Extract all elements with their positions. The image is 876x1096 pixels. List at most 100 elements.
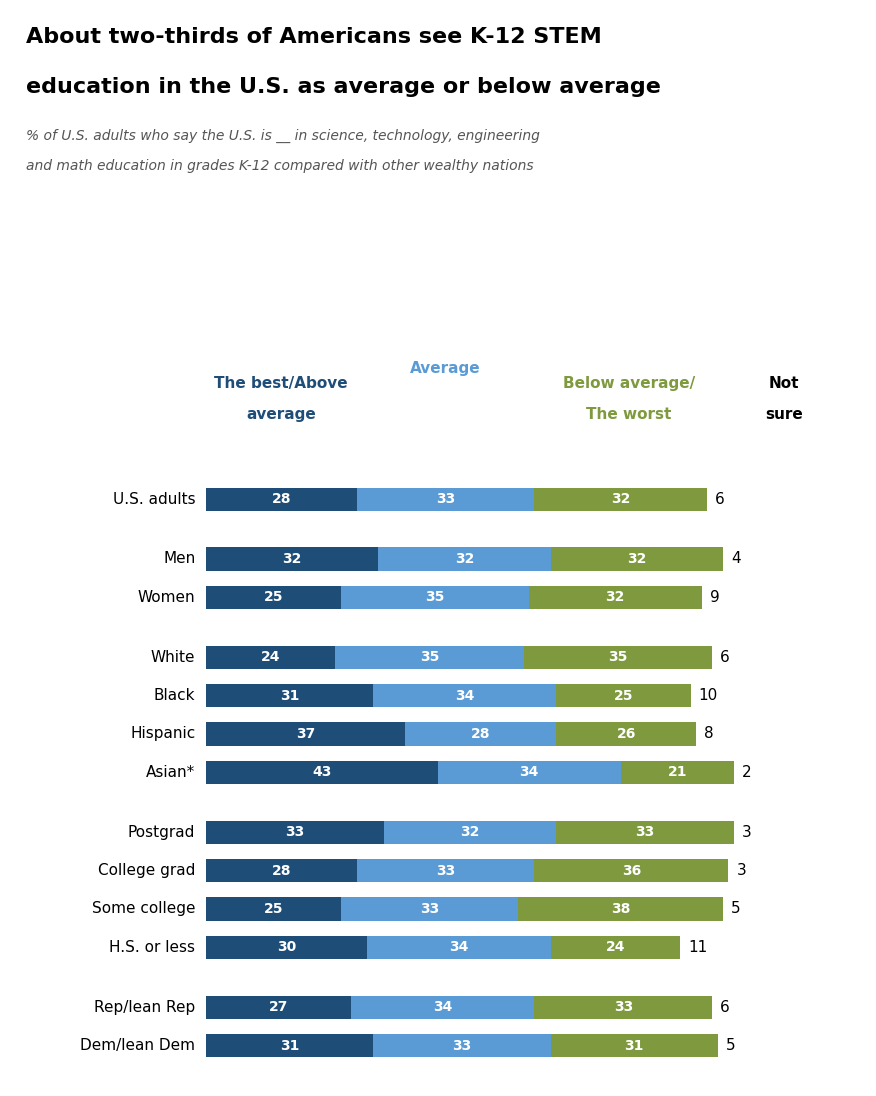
Text: Average: Average bbox=[410, 361, 481, 376]
Text: 32: 32 bbox=[611, 492, 631, 506]
Text: % of U.S. adults who say the U.S. is __ in science, technology, engineering: % of U.S. adults who say the U.S. is __ … bbox=[26, 129, 540, 144]
Bar bbox=[206, 586, 341, 609]
Bar bbox=[357, 859, 534, 882]
Text: 33: 33 bbox=[285, 825, 304, 840]
Text: 21: 21 bbox=[668, 765, 687, 779]
Text: 33: 33 bbox=[436, 864, 456, 878]
Text: 33: 33 bbox=[614, 1000, 633, 1014]
Text: 24: 24 bbox=[261, 650, 280, 664]
Text: 8: 8 bbox=[704, 727, 714, 742]
Bar bbox=[206, 995, 351, 1018]
Text: 6: 6 bbox=[715, 492, 724, 506]
Text: 6: 6 bbox=[720, 650, 730, 664]
Bar bbox=[378, 547, 551, 571]
Bar bbox=[206, 821, 384, 844]
Bar bbox=[551, 1034, 717, 1057]
Text: 32: 32 bbox=[605, 591, 625, 604]
Bar bbox=[373, 684, 556, 707]
Bar bbox=[206, 761, 437, 784]
Text: 34: 34 bbox=[449, 940, 469, 955]
Text: 35: 35 bbox=[420, 650, 439, 664]
Bar bbox=[206, 722, 406, 745]
Text: 4: 4 bbox=[731, 551, 741, 567]
Text: The best/Above: The best/Above bbox=[215, 376, 348, 391]
Text: 25: 25 bbox=[264, 591, 283, 604]
Bar bbox=[556, 684, 691, 707]
Text: 32: 32 bbox=[282, 552, 301, 566]
Text: 34: 34 bbox=[434, 1000, 453, 1014]
Text: U.S. adults: U.S. adults bbox=[113, 492, 195, 506]
Bar bbox=[556, 821, 734, 844]
Text: sure: sure bbox=[765, 407, 803, 422]
Text: 5: 5 bbox=[725, 1038, 735, 1053]
Text: 33: 33 bbox=[420, 902, 439, 916]
Bar bbox=[406, 722, 556, 745]
Text: 28: 28 bbox=[272, 864, 291, 878]
Text: Not: Not bbox=[769, 376, 799, 391]
Text: 34: 34 bbox=[455, 688, 474, 703]
Text: and math education in grades K-12 compared with other wealthy nations: and math education in grades K-12 compar… bbox=[26, 159, 533, 173]
Bar bbox=[206, 547, 378, 571]
Text: 3: 3 bbox=[742, 824, 752, 840]
Text: Asian*: Asian* bbox=[146, 765, 195, 780]
Text: 43: 43 bbox=[312, 765, 331, 779]
Bar bbox=[351, 995, 534, 1018]
Text: education in the U.S. as average or below average: education in the U.S. as average or belo… bbox=[26, 77, 661, 96]
Text: Postgrad: Postgrad bbox=[128, 824, 195, 840]
Bar bbox=[529, 586, 702, 609]
Bar bbox=[621, 761, 734, 784]
Text: 25: 25 bbox=[613, 688, 633, 703]
Bar bbox=[519, 898, 723, 921]
Bar bbox=[556, 722, 696, 745]
Text: 32: 32 bbox=[455, 552, 474, 566]
Text: 28: 28 bbox=[272, 492, 291, 506]
Bar bbox=[206, 646, 336, 669]
Text: 33: 33 bbox=[436, 492, 456, 506]
Bar bbox=[551, 936, 680, 959]
Text: 32: 32 bbox=[460, 825, 479, 840]
Bar bbox=[206, 936, 367, 959]
Text: 38: 38 bbox=[611, 902, 631, 916]
Text: Below average/: Below average/ bbox=[562, 376, 695, 391]
Bar bbox=[206, 684, 373, 707]
Text: 31: 31 bbox=[625, 1039, 644, 1052]
Bar bbox=[336, 646, 524, 669]
Text: 26: 26 bbox=[617, 727, 636, 741]
Bar bbox=[341, 586, 529, 609]
Text: White: White bbox=[151, 650, 195, 664]
Bar bbox=[206, 1034, 373, 1057]
Text: The worst: The worst bbox=[586, 407, 672, 422]
Text: 32: 32 bbox=[627, 552, 646, 566]
Bar bbox=[524, 646, 712, 669]
Text: 31: 31 bbox=[279, 1039, 299, 1052]
Bar bbox=[367, 936, 551, 959]
Text: 28: 28 bbox=[471, 727, 491, 741]
Text: Women: Women bbox=[138, 590, 195, 605]
Text: 33: 33 bbox=[452, 1039, 471, 1052]
Text: 31: 31 bbox=[279, 688, 299, 703]
Text: Dem/lean Dem: Dem/lean Dem bbox=[81, 1038, 195, 1053]
Bar bbox=[373, 1034, 551, 1057]
Text: 25: 25 bbox=[264, 902, 283, 916]
Bar bbox=[206, 859, 357, 882]
Text: 11: 11 bbox=[688, 940, 707, 955]
Bar bbox=[341, 898, 519, 921]
Text: 35: 35 bbox=[425, 591, 444, 604]
Bar bbox=[206, 898, 341, 921]
Text: 3: 3 bbox=[737, 863, 746, 878]
Bar bbox=[534, 859, 729, 882]
Text: Hispanic: Hispanic bbox=[131, 727, 195, 742]
Text: 27: 27 bbox=[269, 1000, 288, 1014]
Text: 24: 24 bbox=[605, 940, 625, 955]
Bar bbox=[384, 821, 556, 844]
Bar bbox=[534, 995, 712, 1018]
Bar bbox=[206, 488, 357, 511]
Text: 37: 37 bbox=[296, 727, 315, 741]
Text: 34: 34 bbox=[519, 765, 539, 779]
Text: Rep/lean Rep: Rep/lean Rep bbox=[94, 1000, 195, 1015]
Bar bbox=[357, 488, 534, 511]
Text: Some college: Some college bbox=[92, 902, 195, 916]
Text: 10: 10 bbox=[699, 688, 718, 703]
Bar bbox=[437, 761, 621, 784]
Text: average: average bbox=[246, 407, 316, 422]
